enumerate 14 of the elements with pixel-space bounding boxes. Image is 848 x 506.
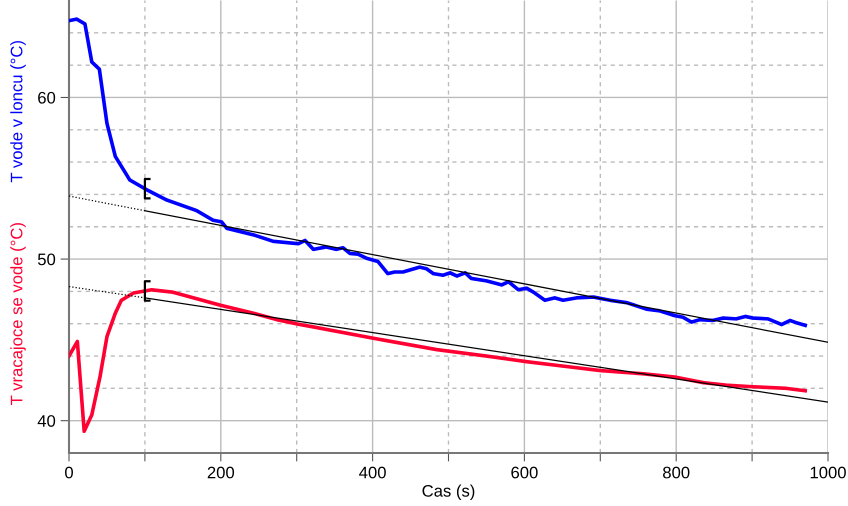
y-tick-label: 60 xyxy=(38,92,56,104)
x-axis-title: Cas (s) xyxy=(422,484,474,500)
text: T vracajoce se vode (°C) xyxy=(10,223,26,405)
line-series xyxy=(69,288,808,433)
x-tick-label: 600 xyxy=(511,466,538,478)
x-tick-label: 0 xyxy=(65,466,73,478)
y-tick-label: 50 xyxy=(38,253,56,266)
y-tick-label: 40 xyxy=(38,415,56,427)
x-tick-label: 800 xyxy=(663,466,690,478)
x-tick-label: 200 xyxy=(208,466,234,478)
x-tick-label: 400 xyxy=(359,466,386,478)
x-tick-label: 1000 xyxy=(810,466,846,478)
text: T vode v loncu (°C) xyxy=(10,41,26,182)
line-series xyxy=(69,17,808,328)
